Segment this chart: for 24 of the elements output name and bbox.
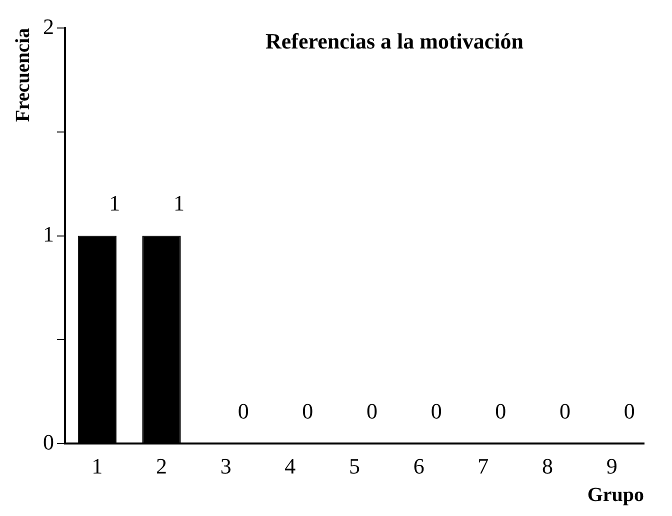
x-tick-label: 1: [92, 454, 103, 479]
x-tick-label: 7: [478, 454, 489, 479]
x-tick-label: 6: [413, 454, 424, 479]
data-label: 0: [238, 398, 249, 424]
chart-title: Referencias a la motivación: [265, 28, 524, 54]
x-tick-label: 9: [606, 454, 618, 479]
x-tick-label: 2: [156, 454, 167, 479]
y-axis-title: Frecuencia: [12, 28, 34, 122]
data-label: 0: [430, 398, 442, 424]
data-label: 0: [302, 398, 314, 424]
x-axis-title: Grupo: [587, 484, 644, 506]
data-label: 0: [495, 398, 506, 424]
x-tick-label: 4: [284, 454, 296, 479]
data-label: 0: [624, 398, 635, 424]
y-tick-label: 2: [43, 14, 54, 39]
x-tick-label: 8: [542, 454, 553, 479]
data-label: 0: [366, 398, 378, 424]
data-label: 1: [109, 190, 120, 216]
data-label: 1: [174, 190, 184, 216]
x-tick-label: 5: [349, 454, 360, 479]
y-tick-label: 0: [43, 429, 54, 454]
data-label: 0: [560, 398, 570, 424]
y-tick-label: 1: [43, 222, 54, 247]
x-tick-label: 3: [220, 454, 232, 479]
